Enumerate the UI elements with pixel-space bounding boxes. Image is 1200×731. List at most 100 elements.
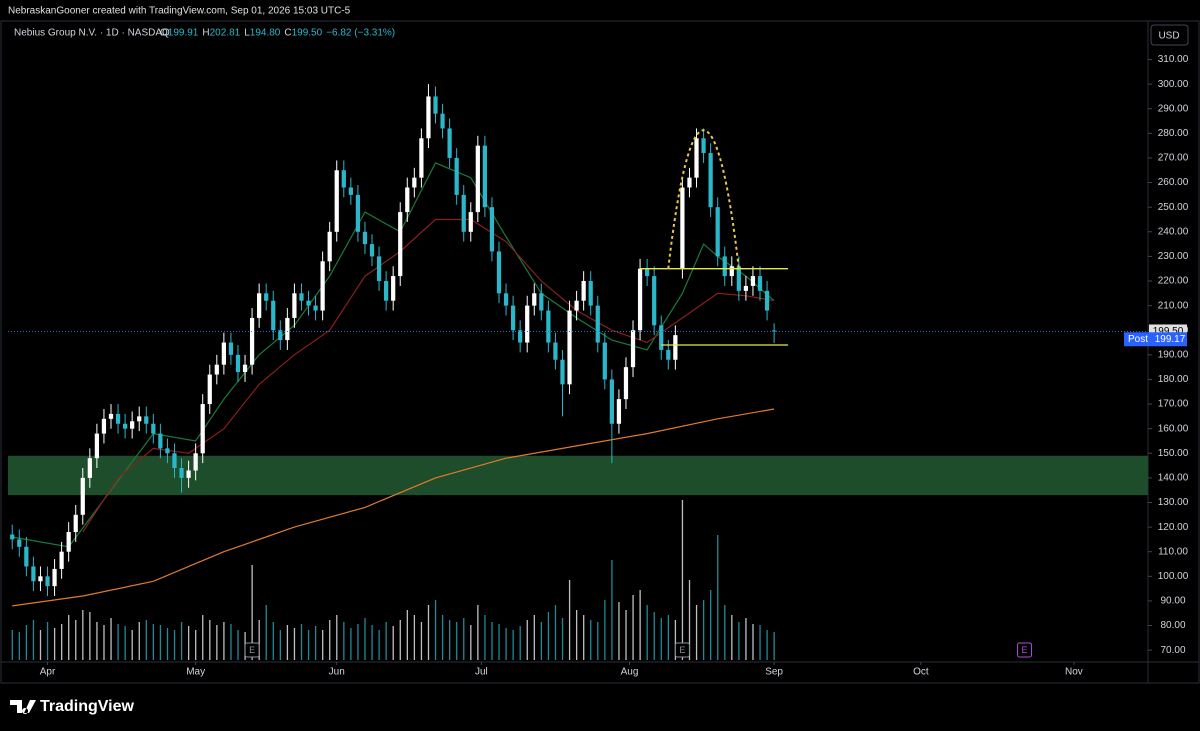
candle-body xyxy=(306,300,311,306)
candle-body xyxy=(729,266,734,277)
candle-body xyxy=(221,342,226,365)
currency-button[interactable] xyxy=(1150,24,1189,46)
volume-bar xyxy=(702,600,705,660)
ohlc-legend: O 199.91 H 202.81 L 194.80 C 199.50 −6.82 (−3.31… xyxy=(160,28,395,39)
candle-body xyxy=(447,128,452,158)
candle-body xyxy=(278,330,283,341)
attribution: NebraskanGooner created with TradingView… xyxy=(8,6,351,17)
volume-bar xyxy=(89,612,91,660)
volume-bar xyxy=(505,628,507,660)
logo-mark xyxy=(10,700,36,714)
candle-body xyxy=(532,293,537,306)
x-tick-label: Sep xyxy=(765,667,783,678)
y-tick-label: 160.00 xyxy=(1158,423,1189,434)
candle-body xyxy=(313,305,318,311)
candle-body xyxy=(567,310,572,385)
candle-body xyxy=(271,300,276,331)
candle-body xyxy=(736,266,741,291)
volume-bar xyxy=(343,622,345,660)
candle-body xyxy=(602,342,607,380)
candle-body xyxy=(525,305,530,343)
candle-body xyxy=(666,349,671,360)
moving-average xyxy=(12,162,775,548)
candle-body xyxy=(179,468,184,478)
candle-body xyxy=(362,231,368,245)
volume-bar xyxy=(597,622,599,660)
volume-bar xyxy=(561,618,564,660)
candle-body xyxy=(87,458,92,478)
candle-body xyxy=(743,285,749,291)
volume-bar xyxy=(512,630,514,660)
volume-bar xyxy=(611,560,613,660)
volume-bar xyxy=(491,622,493,660)
candle-body xyxy=(405,187,410,213)
candle-body xyxy=(24,546,29,567)
volume-bar xyxy=(124,626,126,660)
candle-body xyxy=(539,293,544,311)
legend-value: 202.81 xyxy=(210,28,241,39)
candle-body xyxy=(10,534,15,540)
volume-bar xyxy=(766,630,768,660)
volume-bar xyxy=(103,625,105,660)
candle-body xyxy=(510,305,516,331)
volume-bar xyxy=(53,628,56,660)
candle-body xyxy=(172,453,177,469)
candle-body xyxy=(616,399,622,424)
candle-body xyxy=(659,325,664,350)
volume-bar xyxy=(533,615,535,660)
legend-key: H xyxy=(202,28,209,39)
earnings-label: E xyxy=(679,645,685,655)
candle-body xyxy=(546,310,551,343)
candle-body xyxy=(137,416,142,422)
x-tick-label: Oct xyxy=(913,667,929,678)
volume-bar xyxy=(378,630,380,660)
candle-body xyxy=(757,276,763,291)
candle-body xyxy=(73,514,78,533)
candle-body xyxy=(193,453,198,471)
volume-bar xyxy=(187,626,190,660)
y-tick-label: 260.00 xyxy=(1158,177,1189,188)
y-tick-label: 150.00 xyxy=(1158,448,1189,459)
legend-key: O xyxy=(160,28,168,39)
volume-bar xyxy=(110,618,112,660)
volume-bar xyxy=(392,626,394,660)
candle-body xyxy=(489,207,495,252)
legend-key: L xyxy=(244,28,250,39)
volume-bar xyxy=(547,612,550,660)
volume-bar xyxy=(688,580,691,660)
volume-bar xyxy=(336,615,338,660)
chart-frame xyxy=(0,20,1200,684)
volume-bar xyxy=(554,605,557,660)
volume-bar xyxy=(237,630,239,660)
volume-bar xyxy=(300,624,303,660)
volume-bar xyxy=(279,630,282,660)
volume-bar xyxy=(385,622,387,660)
earnings-marker xyxy=(674,642,690,658)
volume-bar xyxy=(329,620,331,660)
candle-body xyxy=(249,317,255,365)
candle-body xyxy=(637,268,643,331)
candle-body xyxy=(52,568,57,587)
candle-body xyxy=(320,261,325,311)
y-tick-label: 270.00 xyxy=(1158,153,1189,164)
volume-bar xyxy=(180,622,183,660)
candle-body xyxy=(426,96,431,139)
candle-body xyxy=(595,305,600,343)
volume-bar xyxy=(166,628,169,660)
volume-bar xyxy=(230,624,232,660)
candle-body xyxy=(38,576,43,582)
volume-bar xyxy=(265,605,267,660)
volume-bar xyxy=(660,618,662,660)
candle-body xyxy=(419,138,424,178)
candle-body xyxy=(158,433,163,449)
candle-body xyxy=(334,170,339,232)
volume-bar xyxy=(357,624,359,660)
volume-bar xyxy=(371,625,373,660)
volume-bar xyxy=(413,615,416,660)
volume-bar xyxy=(674,620,677,660)
candle-body xyxy=(645,268,650,277)
y-tick-label: 240.00 xyxy=(1158,226,1189,237)
earnings-label: E xyxy=(1022,645,1028,655)
candle-body xyxy=(369,244,375,257)
